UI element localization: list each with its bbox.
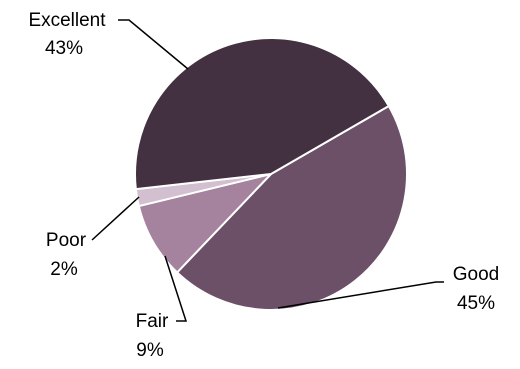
pie-slice-excellent	[134, 37, 390, 191]
value-label-fair: 9%	[136, 340, 164, 361]
value-label-excellent: 43%	[45, 38, 83, 59]
category-label-good: Good	[453, 264, 499, 285]
category-label-poor: Poor	[46, 230, 87, 251]
leader-line-good	[277, 281, 444, 309]
category-label-fair: Fair	[136, 311, 169, 332]
leader-line-excellent	[118, 19, 189, 70]
leader-lines	[91, 19, 444, 322]
leader-line-poor	[91, 196, 140, 241]
pie-slice-good	[176, 105, 408, 311]
value-label-good: 45%	[457, 293, 495, 314]
leader-line-fair	[164, 255, 188, 322]
value-label-poor: 2%	[50, 259, 78, 280]
pie-slices	[134, 37, 408, 311]
category-label-excellent: Excellent	[28, 10, 106, 31]
